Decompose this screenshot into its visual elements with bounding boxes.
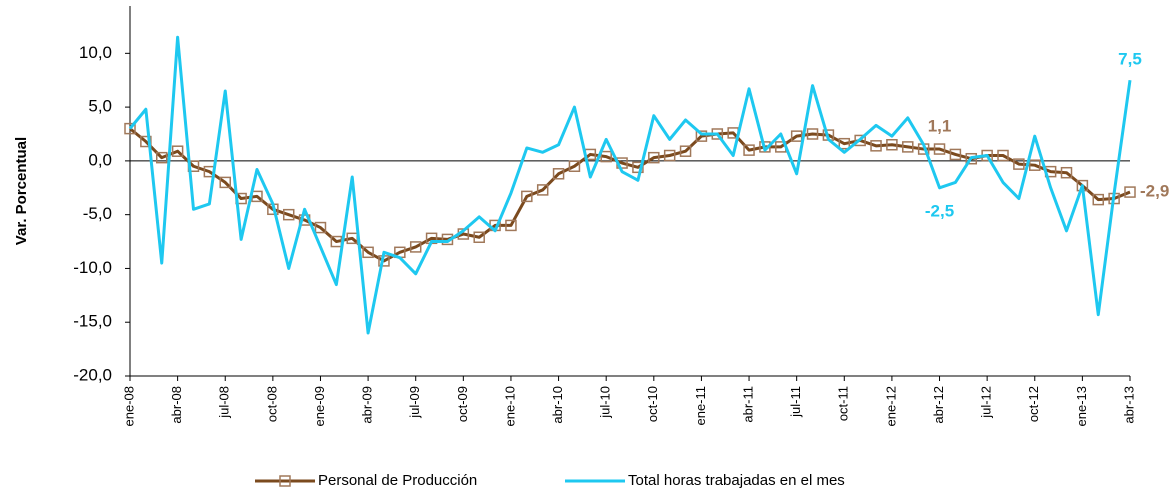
x-tick-label: ene-08: [121, 386, 136, 426]
point-marker: [790, 130, 803, 142]
y-tick-label: 0,0: [88, 150, 112, 169]
point-marker: [568, 160, 581, 173]
point-marker: [838, 137, 851, 150]
point-marker: [886, 139, 898, 151]
point-marker: [663, 149, 676, 162]
x-tick-label: ene-10: [502, 386, 517, 426]
point-marker: [171, 145, 184, 157]
data-label: -2,9: [1140, 182, 1169, 201]
x-tick-label: jul-11: [788, 386, 803, 418]
point-marker: [505, 219, 517, 232]
x-tick-label: jul-10: [598, 386, 613, 419]
point-marker: [409, 241, 422, 253]
x-tick-label: ene-12: [883, 386, 898, 426]
x-tick-label: oct-09: [455, 386, 470, 422]
point-marker: [1013, 158, 1025, 170]
data-label: 1,1: [928, 117, 952, 136]
x-tick-label: jul-12: [979, 386, 994, 419]
point-marker: [743, 144, 755, 156]
x-tick-label: ene-13: [1074, 386, 1089, 426]
x-tick-label: jul-08: [217, 386, 232, 419]
point-marker: [124, 122, 136, 135]
point-marker: [949, 148, 962, 161]
x-tick-label: oct-12: [1026, 386, 1041, 422]
point-marker: [473, 231, 485, 243]
x-tick-label: jul-09: [407, 386, 422, 419]
point-marker: [997, 149, 1009, 162]
x-tick-label: oct-08: [264, 386, 279, 422]
point-marker: [870, 140, 882, 152]
x-tick-label: abr-09: [360, 386, 375, 424]
point-marker: [854, 134, 866, 147]
y-tick-label: 5,0: [88, 97, 112, 116]
point-marker: [219, 176, 231, 189]
point-marker: [965, 152, 978, 165]
legend-marker: [279, 475, 291, 487]
y-axis-title: Var. Porcentual: [13, 137, 30, 245]
y-tick-label: -20,0: [73, 365, 112, 384]
x-tick-label: abr-13: [1121, 386, 1136, 424]
x-tick-label: abr-11: [740, 386, 755, 423]
point-marker: [695, 130, 708, 142]
point-marker: [902, 141, 914, 153]
point-marker: [314, 221, 327, 234]
legend-label: Total horas trabajadas en el mes: [628, 472, 845, 489]
point-marker: [1124, 186, 1136, 198]
legend-label: Personal de Producción: [318, 472, 477, 489]
x-tick-label: oct-10: [645, 386, 660, 422]
point-marker: [600, 150, 612, 163]
series-line: [128, 35, 1132, 335]
x-tick-label: oct-11: [836, 386, 851, 421]
point-marker: [1092, 193, 1105, 206]
point-marker: [155, 151, 168, 164]
point-marker: [140, 135, 152, 148]
x-tick-label: ene-09: [312, 386, 327, 426]
point-marker: [536, 184, 549, 196]
point-marker: [648, 151, 660, 164]
point-marker: [806, 128, 819, 140]
data-label: 7,5: [1118, 50, 1142, 69]
point-marker: [282, 208, 295, 221]
point-marker: [552, 168, 565, 180]
series-line: [129, 127, 1131, 263]
data-label: -2,5: [925, 201, 954, 220]
x-tick-label: ene-11: [693, 386, 708, 426]
y-tick-label: -10,0: [73, 258, 112, 277]
point-marker: [1060, 166, 1073, 179]
point-marker: [679, 145, 692, 157]
y-tick-label: -15,0: [73, 312, 112, 331]
x-tick-label: abr-08: [169, 386, 184, 424]
y-tick-label: 10,0: [79, 43, 112, 62]
point-marker: [632, 161, 644, 174]
x-tick-label: abr-12: [931, 386, 946, 424]
point-marker: [933, 143, 946, 155]
y-tick-label: -5,0: [83, 204, 112, 223]
x-tick-label: abr-10: [550, 386, 565, 424]
point-marker: [1029, 159, 1041, 171]
point-marker: [362, 246, 374, 259]
point-marker: [521, 190, 533, 203]
